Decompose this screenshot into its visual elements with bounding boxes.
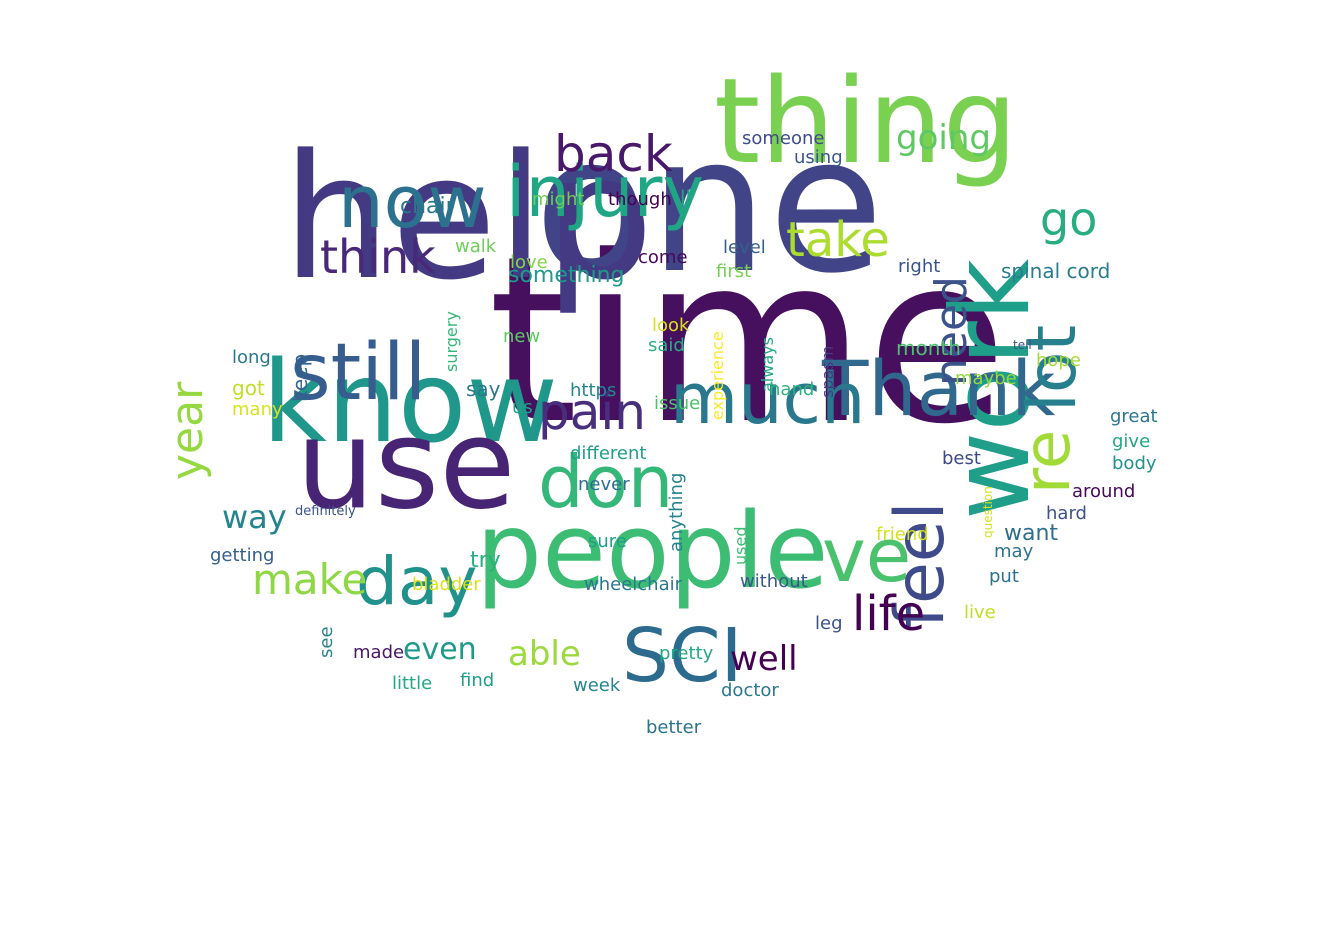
word-make: make	[252, 555, 368, 605]
word-year: year	[161, 381, 213, 480]
word-experience: experience	[707, 331, 727, 420]
word-https: https	[570, 379, 617, 401]
word-thank: Thank	[822, 343, 1056, 433]
word-injury: injury	[506, 151, 704, 234]
word-many: many	[232, 398, 283, 420]
word-wheelchair: wheelchair	[584, 573, 683, 595]
word-spinal-cord: spinal cord	[1001, 259, 1111, 284]
word-without: without	[740, 570, 808, 592]
word-see: see	[315, 626, 337, 658]
word-hard: hard	[1046, 502, 1087, 524]
word-look: look	[652, 314, 690, 336]
word-surgery: surgery	[441, 311, 461, 372]
word-ll: ll	[680, 186, 692, 211]
word-people: people	[476, 489, 829, 612]
word-body: body	[1112, 452, 1157, 474]
word-doctor: doctor	[721, 679, 779, 701]
word-never: never	[578, 473, 630, 495]
word-hope: hope	[1036, 349, 1081, 371]
word-take: take	[786, 211, 890, 268]
word-thing: thing	[714, 51, 1018, 190]
word-help: help	[282, 116, 654, 318]
word-go: go	[1040, 192, 1098, 247]
word-great: great	[1110, 405, 1158, 427]
word-long: long	[232, 346, 271, 368]
word-week: week	[573, 674, 621, 696]
word-level: level	[723, 236, 766, 258]
word-leg: leg	[815, 612, 843, 634]
word-sure: sure	[588, 530, 627, 552]
word-come: come	[638, 246, 688, 268]
word-said: said	[648, 334, 685, 356]
word-time: time	[488, 207, 1008, 475]
word-friend: friend	[876, 523, 929, 545]
word-now: now	[338, 159, 487, 244]
word-using: using	[794, 146, 843, 168]
word-first: first	[716, 260, 752, 282]
word-right: right	[898, 255, 941, 277]
word-way: way	[222, 498, 287, 537]
word-someone: someone	[742, 127, 825, 149]
word-tell: tell	[1013, 337, 1032, 352]
word-different: different	[570, 442, 647, 464]
word-anything: anything	[665, 472, 687, 552]
word-live: live	[964, 601, 996, 623]
word-able: able	[508, 634, 581, 675]
word-ve: ve	[822, 513, 912, 600]
word-might: might	[532, 188, 585, 210]
word-say: say	[466, 377, 501, 402]
word-don: don	[538, 439, 674, 524]
word-bladder: bladder	[412, 573, 481, 595]
word-try: try	[470, 547, 501, 573]
word-love: love	[510, 251, 548, 273]
word-going: going	[896, 118, 991, 159]
word-use: use	[296, 393, 516, 538]
word-us: us	[512, 396, 533, 418]
word-little: little	[392, 672, 433, 694]
word-want: want	[1004, 520, 1059, 546]
word-month: month	[896, 336, 961, 361]
word-re: re	[1011, 429, 1086, 494]
word-find: find	[460, 669, 495, 691]
word-chair: chair	[400, 193, 455, 219]
word-much: much	[670, 358, 866, 441]
word-maybe: maybe	[955, 367, 1017, 389]
word-definitely: definitely	[295, 503, 356, 519]
word-may: may	[994, 540, 1034, 562]
word-got: got	[232, 376, 265, 401]
word-well: well	[730, 639, 798, 680]
word-sci: SCI	[622, 613, 743, 700]
word-around: around	[1072, 480, 1136, 502]
word-put: put	[989, 565, 1019, 587]
word-new: new	[503, 325, 541, 347]
word-something: something	[508, 262, 625, 288]
word-give: give	[1112, 430, 1151, 452]
word-issue: issue	[654, 392, 701, 414]
word-keep: keep	[288, 353, 313, 402]
word-pain: pain	[538, 383, 646, 441]
word-hand: hand	[769, 378, 815, 400]
word-used: used	[730, 526, 750, 565]
word-day: day	[356, 542, 478, 620]
word-back: back	[554, 125, 673, 183]
word-pretty: pretty	[659, 642, 714, 664]
word-getting: getting	[210, 544, 275, 566]
word-life: life	[852, 585, 926, 642]
word-question: question	[980, 486, 995, 538]
word-better: better	[646, 716, 702, 738]
word-spasm: spasm	[817, 345, 837, 398]
word-one: one	[534, 96, 884, 316]
word-think: think	[320, 230, 436, 285]
word-still: still	[290, 328, 427, 419]
word-know: know	[262, 337, 558, 468]
word-made: made	[353, 641, 405, 663]
word-best: best	[942, 447, 981, 469]
word-even: even	[403, 631, 477, 667]
word-though: though	[608, 188, 672, 210]
word-walk: walk	[455, 235, 497, 257]
